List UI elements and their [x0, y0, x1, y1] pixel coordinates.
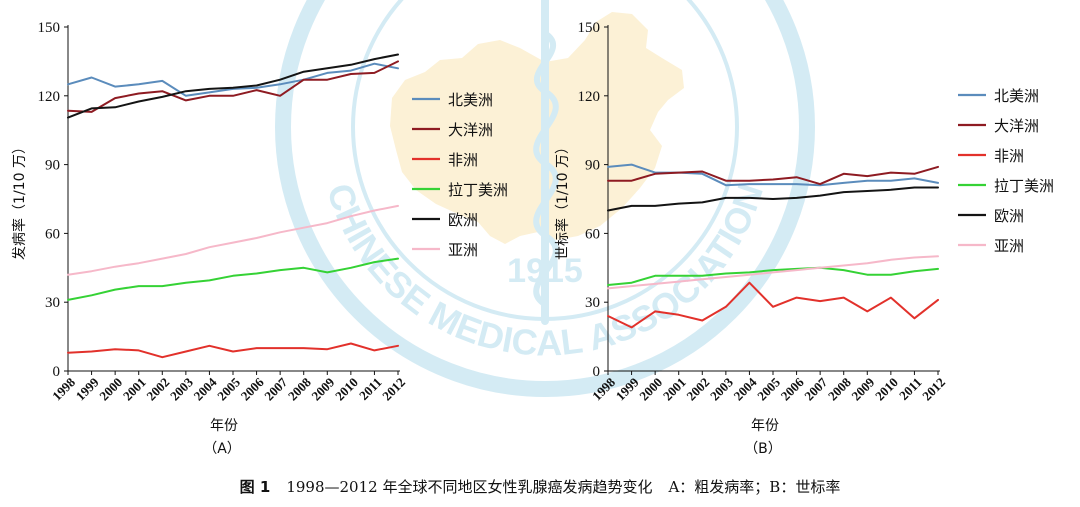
- series-line: [67, 60, 399, 113]
- series-line: [607, 266, 939, 286]
- x-tick-label: 2002: [683, 375, 712, 404]
- y-tick-label: 30: [45, 295, 60, 311]
- x-tick-label: 2010: [872, 375, 901, 404]
- legend-label: 欧洲: [448, 211, 478, 229]
- y-axis-label: 发病率（1/10 万）: [11, 140, 28, 260]
- x-tick-label: 2009: [848, 374, 877, 403]
- x-tick-label: 2007: [801, 374, 830, 403]
- legend-label: 亚洲: [994, 237, 1024, 255]
- china-map-shape: [390, 12, 684, 244]
- legend-label: 拉丁美洲: [994, 177, 1054, 195]
- y-tick-label: 150: [38, 20, 61, 36]
- legend-item: 大洋洲: [412, 121, 493, 139]
- series-line: [67, 204, 399, 276]
- series-lines-b: [607, 163, 939, 329]
- legend-item: 欧洲: [958, 207, 1024, 225]
- x-tick-label: 2006: [778, 374, 807, 403]
- series-line: [67, 257, 399, 301]
- x-axis-label: 年份: [751, 418, 779, 434]
- legend-item: 亚洲: [958, 237, 1024, 255]
- series-line: [67, 62, 399, 97]
- legend-item: 欧洲: [412, 211, 478, 229]
- legend-item: 非洲: [412, 151, 478, 169]
- y-tick-label: 0: [593, 364, 601, 380]
- x-tick-label: 2009: [308, 374, 337, 403]
- x-tick-label: 2005: [214, 374, 243, 403]
- series-lines-a: [67, 53, 399, 359]
- y-tick-label: 0: [53, 364, 61, 380]
- caption-title: 1998—2012 年全球不同地区女性乳腺癌发病趋势变化: [286, 478, 653, 496]
- legend-item: 非洲: [958, 147, 1024, 165]
- y-tick-label: 30: [585, 295, 600, 311]
- panel-label: （B）: [744, 441, 782, 457]
- caduceus-icon: [533, 0, 559, 325]
- x-tick-label: 2000: [96, 375, 125, 404]
- watermark: CHINESE MEDICAL ASSOCIATION 1915: [275, 0, 815, 397]
- caption-note: A：粗发病率；B：世标率: [668, 478, 841, 496]
- legend-label: 非洲: [994, 147, 1024, 165]
- x-tick-label: 2005: [754, 374, 783, 403]
- legend-item: 拉丁美洲: [412, 181, 508, 199]
- series-line: [607, 186, 939, 212]
- legend-label: 非洲: [448, 151, 478, 169]
- caption-label: 图 1: [239, 478, 271, 496]
- legend-label: 欧洲: [994, 207, 1024, 225]
- x-tick-label: 2003: [167, 374, 196, 403]
- x-tick-label: 2010: [332, 375, 361, 404]
- x-tick-label: 2011: [896, 375, 924, 403]
- y-axis-label: 世标率（1/10 万）: [554, 140, 571, 260]
- series-line: [607, 281, 939, 329]
- y-tick-label: 60: [45, 226, 60, 242]
- figure-caption: 图 1 1998—2012 年全球不同地区女性乳腺癌发病趋势变化 A：粗发病率；B：…: [0, 477, 1080, 497]
- legend-label: 北美洲: [994, 87, 1039, 105]
- x-axis-label: 年份: [210, 418, 238, 434]
- y-tick-label: 60: [585, 226, 600, 242]
- x-tick-label: 2003: [707, 374, 736, 403]
- series-line: [607, 163, 939, 187]
- legend-item: 北美洲: [412, 91, 493, 109]
- x-tick-label: 2012: [379, 375, 408, 404]
- x-tick-label: 2006: [238, 374, 267, 403]
- x-tick-label: 2001: [660, 375, 689, 404]
- series-line: [67, 53, 399, 119]
- y-tick-label: 90: [45, 158, 60, 174]
- legend-item: 北美洲: [958, 87, 1039, 105]
- x-tick-label: 2004: [191, 374, 220, 403]
- watermark-year: 1915: [507, 252, 583, 290]
- x-tick-label: 2012: [919, 375, 948, 404]
- legend-item: 亚洲: [412, 241, 478, 259]
- y-tick-label: 90: [585, 158, 600, 174]
- series-line: [607, 165, 939, 186]
- legend-label: 拉丁美洲: [448, 181, 508, 199]
- x-tick-label: 2008: [825, 374, 854, 403]
- panel-label: （A）: [203, 441, 241, 457]
- series-line: [607, 255, 939, 290]
- y-tick-label: 120: [578, 89, 601, 105]
- legend-label: 北美洲: [448, 91, 493, 109]
- watermark-outer-ring: [275, 0, 815, 397]
- x-tick-label: 2008: [285, 374, 314, 403]
- legend-item: 大洋洲: [958, 117, 1039, 135]
- y-tick-label: 150: [578, 20, 601, 36]
- x-tick-label: 2011: [356, 375, 384, 403]
- legend-item: 拉丁美洲: [958, 177, 1054, 195]
- y-tick-label: 120: [38, 89, 61, 105]
- x-tick-label: 2004: [731, 374, 760, 403]
- legend-label: 亚洲: [448, 241, 478, 259]
- x-tick-label: 2002: [143, 375, 172, 404]
- legend-label: 大洋洲: [994, 117, 1039, 135]
- legend-label: 大洋洲: [448, 121, 493, 139]
- series-line: [67, 342, 399, 359]
- x-tick-label: 2007: [261, 374, 290, 403]
- x-tick-label: 1999: [73, 374, 102, 403]
- x-tick-label: 2001: [120, 375, 149, 404]
